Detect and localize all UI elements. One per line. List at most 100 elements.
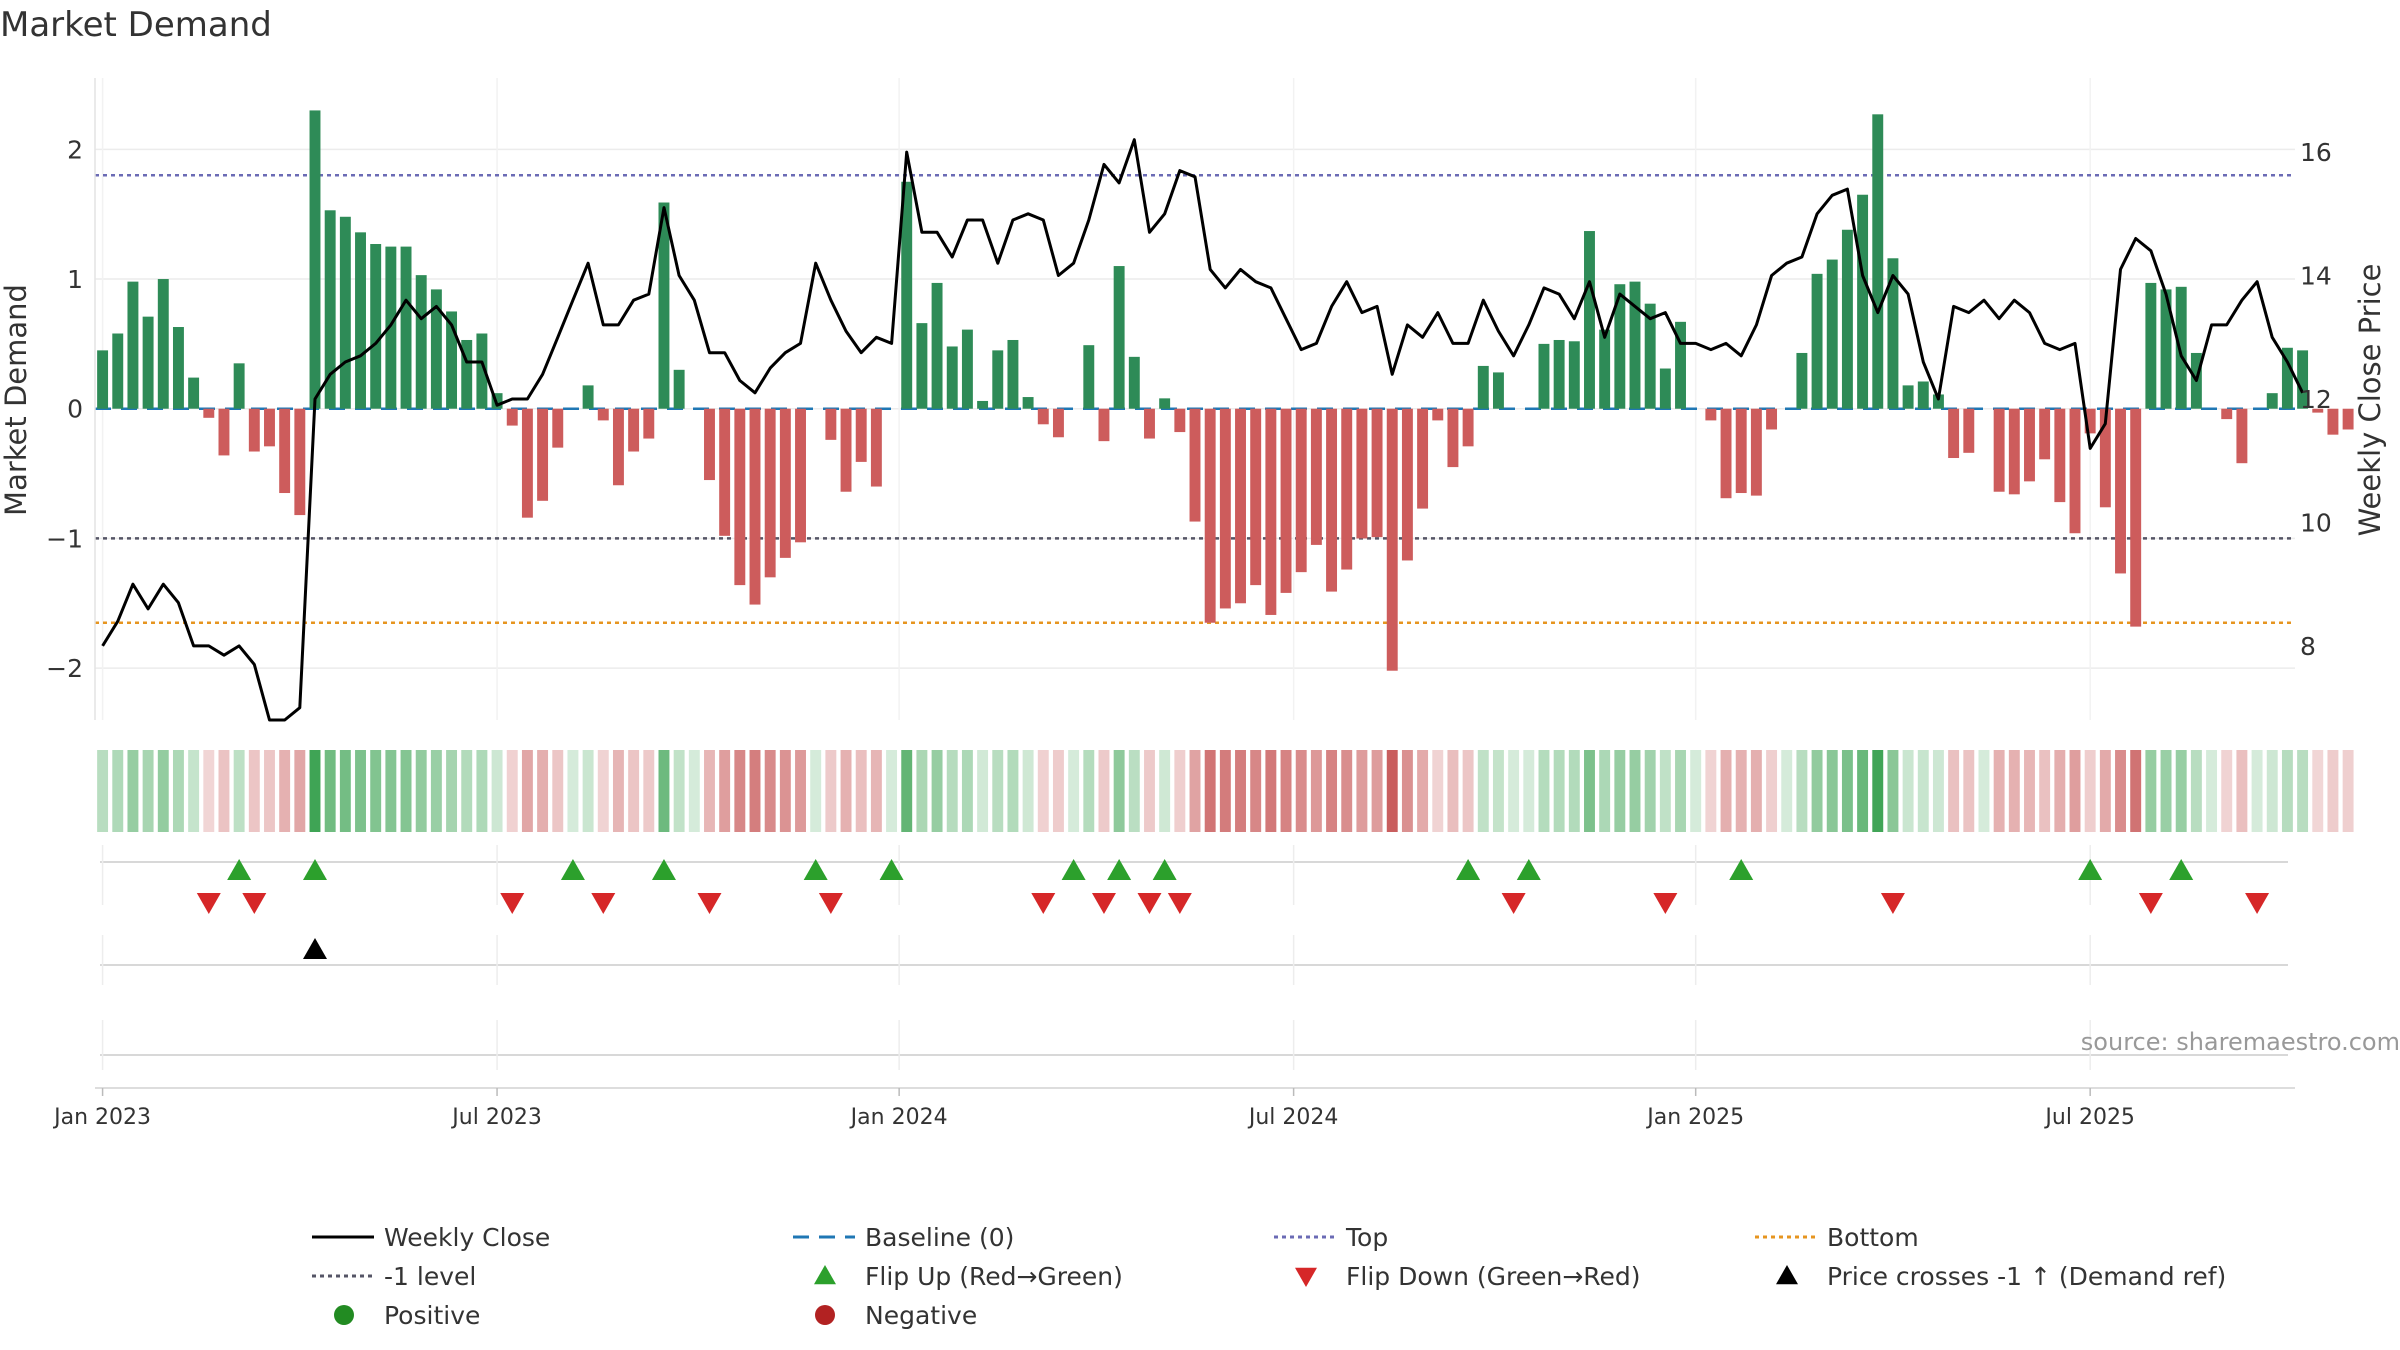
heat-cell (476, 750, 488, 832)
x-tick-label: Jan 2023 (52, 1105, 151, 1130)
demand-bar-positive (977, 400, 989, 409)
demand-bar-negative (279, 408, 291, 494)
demand-bar-negative (1948, 408, 1960, 459)
heat-cell (1235, 750, 1246, 832)
demand-bar-negative (1174, 408, 1186, 433)
flip-up-marker (1107, 859, 1132, 880)
flip-down-marker (2138, 893, 2163, 914)
demand-bar-positive (1128, 356, 1140, 409)
demand-bar-negative (506, 408, 518, 426)
demand-bar-negative (1250, 408, 1262, 586)
heat-cell (112, 750, 124, 832)
heat-cell (1705, 750, 1717, 832)
heat-cell (1310, 750, 1322, 832)
flip-down-marker (591, 893, 616, 914)
y-axis-label: Market Demand (0, 284, 33, 516)
heat-cell (1007, 750, 1019, 832)
heat-cell (248, 750, 260, 832)
heat-cell (749, 750, 761, 832)
demand-bar-negative (2039, 408, 2051, 460)
flip-down-marker (196, 893, 221, 914)
legend-label-top: Top (1345, 1223, 1388, 1252)
heat-cell (946, 750, 958, 832)
x-axis: Jan 2023 Jul 2023 Jan 2024 Jul 2024 Jan 2025… (52, 1087, 2295, 1130)
heat-cell (233, 750, 245, 832)
demand-bar-positive (961, 329, 973, 409)
heat-cell (1219, 750, 1231, 832)
demand-bar-positive (415, 275, 427, 409)
heat-cell (1432, 750, 1444, 832)
flip-up-marker (1516, 859, 1541, 880)
y-axis-left: 2 1 0 −1 −2 (46, 78, 96, 720)
demand-bar-positive (1841, 229, 1853, 409)
demand-bar-positive (324, 210, 336, 409)
source-note: source: sharemaestro.com (2081, 1028, 2400, 1056)
heat-cell (2054, 750, 2066, 832)
heat-cell (1902, 750, 1914, 832)
demand-bar-negative (2221, 408, 2233, 420)
heat-cell (97, 750, 109, 832)
heat-cell (1917, 750, 1929, 832)
flip-down-marker (1137, 893, 1162, 914)
demand-bar-negative (1235, 408, 1246, 604)
heat-cell (628, 750, 640, 832)
demand-bar-positive (992, 350, 1004, 409)
y2-tick-label: 16 (2300, 138, 2332, 167)
demand-bar-positive (233, 363, 245, 409)
heat-cell (264, 750, 275, 832)
heat-cell (2115, 750, 2126, 832)
heat-cell (2251, 750, 2263, 832)
legend-swatch-triangle-up (814, 1265, 836, 1285)
heat-cell (779, 750, 791, 832)
flip-up-marker (1729, 859, 1754, 880)
heat-cell (400, 750, 412, 832)
demand-bar-positive (142, 316, 154, 409)
flip-down-marker (242, 893, 267, 914)
demand-bar-positive (1599, 329, 1611, 409)
demand-bar-positive (1629, 281, 1641, 409)
flip-up-marker (303, 859, 327, 880)
demand-bar-negative (870, 408, 882, 487)
demand-bar-positive (1796, 352, 1808, 409)
heat-cell (1068, 750, 1080, 832)
empty-signal-panel (100, 1020, 2288, 1070)
heat-cell (688, 750, 700, 832)
demand-bar-positive (2175, 286, 2187, 409)
x-tick-label: Jul 2025 (2043, 1105, 2135, 1130)
demand-bar-positive (400, 246, 412, 409)
demand-bar-positive (309, 110, 321, 409)
legend-swatch-circle (815, 1305, 835, 1325)
demand-bar-positive (1159, 398, 1171, 409)
heat-cell (370, 750, 382, 832)
heat-cell (1932, 750, 1944, 832)
demand-bar-negative (1462, 408, 1474, 447)
heat-cell (1492, 750, 1504, 832)
heat-cell (1386, 750, 1398, 832)
demand-bar-positive (1872, 114, 1884, 409)
legend-label-flip-up: Flip Up (Red→Green) (865, 1262, 1123, 1291)
demand-bar-negative (1052, 408, 1064, 438)
flip-down-marker (818, 893, 843, 914)
demand-bar-positive (901, 181, 913, 409)
flip-down-marker (500, 893, 525, 914)
flip-up-marker (1456, 859, 1481, 880)
flip-up-marker (1061, 859, 1086, 880)
demand-bar-negative (1204, 408, 1216, 623)
flip-down-marker (1031, 893, 1056, 914)
y2-axis-label: Weekly Close Price (2353, 264, 2387, 537)
heat-cell (1022, 750, 1034, 832)
heat-cell (1735, 750, 1747, 832)
x-tick-label: Jan 2024 (849, 1105, 948, 1130)
demand-bar-positive (1826, 259, 1838, 409)
demand-bar-positive (2145, 282, 2157, 409)
heat-cell (1644, 750, 1656, 832)
heat-cell (385, 750, 397, 832)
x-tick-label: Jan 2025 (1645, 1105, 1744, 1130)
demand-bar-negative (2130, 408, 2142, 627)
heat-cell (2312, 750, 2324, 832)
demand-bar-negative (2236, 408, 2248, 464)
demand-bar-positive (127, 281, 139, 409)
demand-bar-negative (1720, 408, 1732, 499)
flip-up-marker (803, 859, 828, 880)
heat-cell (840, 750, 852, 832)
